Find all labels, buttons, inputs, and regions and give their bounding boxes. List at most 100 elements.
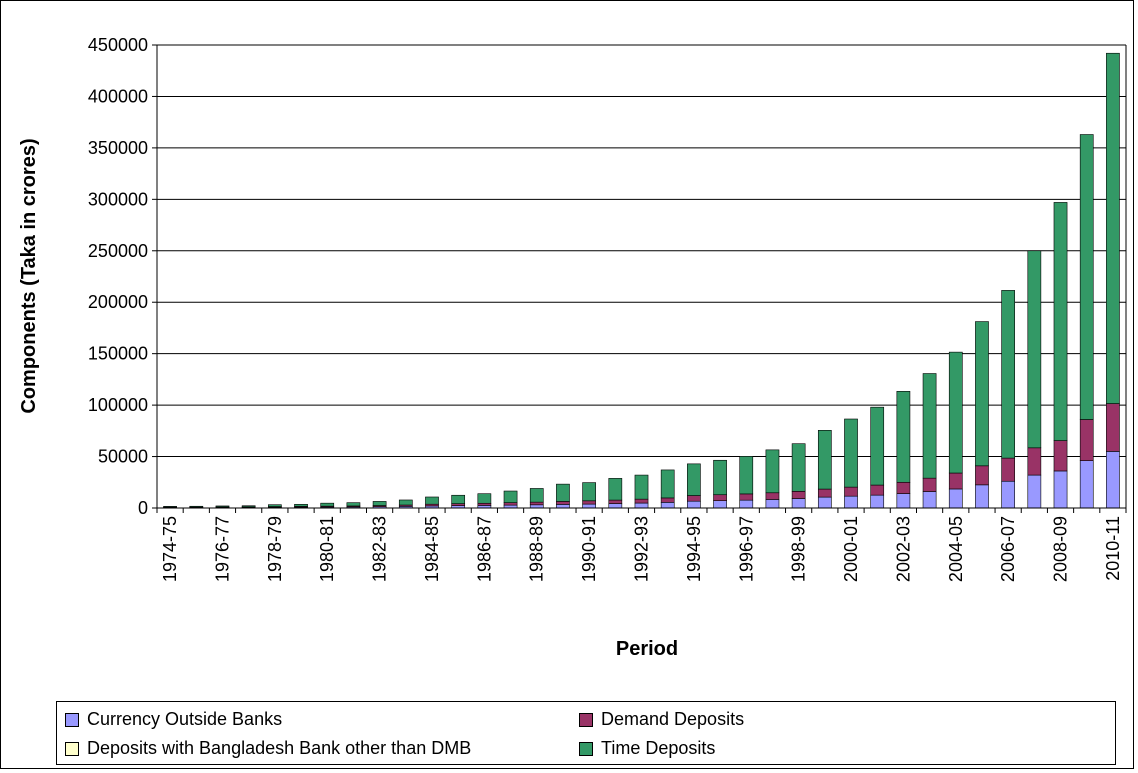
bar-segment-time xyxy=(556,483,570,502)
bar-segment-time xyxy=(451,494,466,504)
x-tick-label: 2010-11 xyxy=(1103,516,1123,581)
bar-segment-currency xyxy=(1001,480,1015,509)
bar-segment-demand xyxy=(975,465,989,486)
bar-segment-demand xyxy=(687,495,701,502)
bar-segment-time xyxy=(948,351,963,474)
bar-segment-currency xyxy=(765,499,780,509)
bar-segment-currency xyxy=(922,491,937,509)
bar-segment-time xyxy=(844,418,858,488)
bar-segment-time xyxy=(268,504,282,507)
bar-segment-currency xyxy=(948,488,963,509)
y-tick-label: 250000 xyxy=(88,241,148,261)
bar-segment-time xyxy=(477,493,492,504)
bar-segment-time xyxy=(346,502,361,507)
bar-segment-time xyxy=(425,496,439,505)
bar-segment-time xyxy=(817,430,832,490)
x-tick-label: 1998-99 xyxy=(789,516,809,582)
bar-segment-time xyxy=(975,321,989,467)
bar-segment-time xyxy=(320,502,335,507)
y-tick-label: 350000 xyxy=(88,138,148,158)
legend-swatch-bb-deposits xyxy=(65,741,79,756)
x-tick-label: 2008-09 xyxy=(1051,516,1071,582)
bar-segment-demand xyxy=(739,493,754,501)
x-tick-label: 2002-03 xyxy=(893,516,913,582)
bar-segment-time xyxy=(870,406,885,486)
bar-segment-demand xyxy=(922,477,937,492)
x-tick-label: 2006-07 xyxy=(998,516,1018,582)
bar-segment-currency xyxy=(556,504,570,509)
bar-segment-currency xyxy=(1027,474,1042,509)
bar-segment-demand xyxy=(503,502,518,506)
bar-segment-time xyxy=(215,505,230,508)
bar-segment-currency xyxy=(1106,451,1120,509)
y-tick-label: 150000 xyxy=(88,344,148,364)
legend-item-bb-deposits: Deposits with Bangladesh Bank other than… xyxy=(65,738,471,759)
bar-segment-time xyxy=(503,490,518,503)
bar-segment-demand xyxy=(634,498,649,504)
y-tick-label: 50000 xyxy=(98,447,148,467)
bar-segment-time xyxy=(1027,250,1042,449)
bar-segment-time xyxy=(713,459,727,496)
bar-segment-demand xyxy=(1106,403,1120,452)
stacked-bar-chart: 0 50000 100000 150000 200000 250000 300000 3500… xyxy=(18,35,1127,660)
x-axis-label: Period xyxy=(616,638,678,660)
x-tick-label: 2000-01 xyxy=(841,516,861,582)
bar-segment-currency xyxy=(582,503,596,509)
bar-segment-demand xyxy=(1079,419,1094,461)
legend-item-demand: Demand Deposits xyxy=(579,709,744,730)
x-tick-label: 1996-97 xyxy=(736,516,756,582)
bar-segment-currency xyxy=(975,484,989,509)
bar-segment-currency xyxy=(739,499,754,509)
bar-segment-demand xyxy=(870,484,885,496)
x-tick-label: 1988-89 xyxy=(527,516,547,582)
x-tick-label: 1978-79 xyxy=(265,516,285,582)
y-tick-label: 400000 xyxy=(88,86,148,106)
bar-segment-currency xyxy=(844,495,858,509)
bar-segment-time xyxy=(660,469,675,499)
legend-label-time: Time Deposits xyxy=(601,738,716,758)
y-tick-label: 200000 xyxy=(88,292,148,312)
bar-segment-demand xyxy=(1053,440,1068,472)
bar-segment-currency xyxy=(791,498,806,509)
bar-segment-time xyxy=(529,488,544,503)
bar-segment-time xyxy=(896,391,911,483)
y-tick-label: 300000 xyxy=(88,189,148,209)
bar-segment-demand xyxy=(844,486,858,497)
bar-segment-demand xyxy=(948,472,963,490)
bar-segment-currency xyxy=(870,494,885,509)
bar-segment-currency xyxy=(713,500,727,509)
y-tick-labels: 0 50000 100000 150000 200000 250000 300000 3500… xyxy=(88,35,148,518)
bar-segment-currency xyxy=(817,496,832,509)
bar-segment-currency xyxy=(687,500,701,509)
bar-segment-currency xyxy=(896,493,911,509)
bar-segment-currency xyxy=(608,503,623,509)
bar-segment-time xyxy=(189,505,204,508)
x-tick-label: 1974-75 xyxy=(160,516,180,582)
bar-segment-time xyxy=(294,503,308,507)
y-tick-label: 0 xyxy=(138,498,148,518)
x-tick-label: 1980-81 xyxy=(317,516,337,582)
bar-segment-demand xyxy=(713,494,727,501)
legend-swatch-currency xyxy=(65,712,79,727)
bar-segment-currency xyxy=(660,502,675,509)
y-axis-label: Components (Taka in crores) xyxy=(18,138,40,413)
bar-segment-time xyxy=(372,501,387,506)
bar-segment-time xyxy=(1053,202,1068,441)
x-tick-label: 1986-87 xyxy=(474,516,494,582)
bar-segment-demand xyxy=(660,497,675,503)
bar-segment-time xyxy=(398,499,413,506)
bar-segment-demand xyxy=(608,499,623,504)
axes xyxy=(152,44,1127,513)
x-tick-label: 1992-93 xyxy=(632,516,652,582)
bar-segment-time xyxy=(1106,52,1120,404)
bar-segment-time xyxy=(241,505,256,508)
bar-segment-currency xyxy=(1079,460,1094,509)
legend-swatch-demand xyxy=(579,712,593,727)
x-tick-label: 1984-85 xyxy=(422,516,442,582)
legend-label-demand: Demand Deposits xyxy=(601,709,745,729)
bar-segment-demand xyxy=(791,491,806,499)
bar-segment-time xyxy=(739,456,754,495)
legend-label-bb-deposits: Deposits with Bangladesh Bank other than… xyxy=(87,738,472,758)
bar-segment-demand xyxy=(817,488,832,498)
